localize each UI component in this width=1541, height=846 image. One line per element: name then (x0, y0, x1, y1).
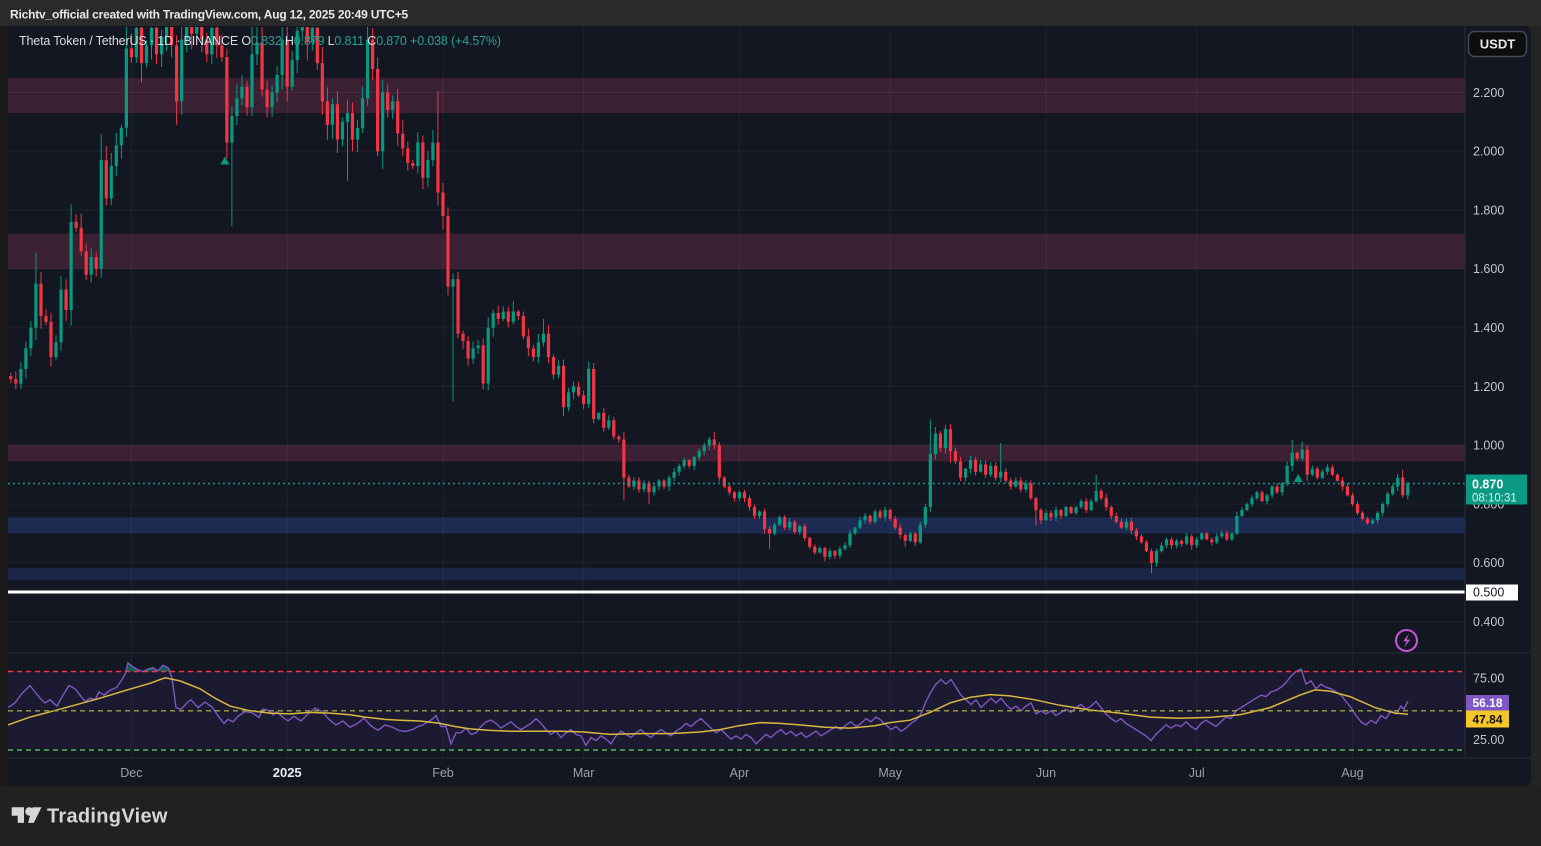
svg-text:1.400: 1.400 (1473, 321, 1504, 335)
svg-text:1.800: 1.800 (1473, 203, 1504, 217)
svg-text:USDT: USDT (1480, 37, 1515, 52)
svg-text:2.200: 2.200 (1473, 86, 1504, 100)
svg-text:0.600: 0.600 (1473, 556, 1504, 570)
svg-text:Mar: Mar (573, 766, 595, 780)
svg-text:Apr: Apr (730, 766, 749, 780)
svg-text:Aug: Aug (1341, 766, 1363, 780)
svg-text:47.84: 47.84 (1473, 713, 1503, 727)
svg-text:1.000: 1.000 (1473, 439, 1504, 453)
svg-text:Jun: Jun (1036, 766, 1056, 780)
svg-text:0.870: 0.870 (1472, 478, 1503, 492)
svg-text:75.00: 75.00 (1473, 671, 1504, 685)
svg-text:0.400: 0.400 (1473, 615, 1504, 629)
svg-text:Feb: Feb (432, 766, 454, 780)
svg-text:08:10:31: 08:10:31 (1472, 493, 1517, 505)
svg-text:2025: 2025 (273, 765, 302, 780)
svg-text:0.500: 0.500 (1473, 586, 1504, 600)
svg-text:TradingView: TradingView (47, 806, 168, 828)
svg-text:May: May (878, 766, 902, 780)
svg-text:25.00: 25.00 (1473, 733, 1504, 747)
svg-text:56.18: 56.18 (1473, 696, 1503, 710)
svg-text:2.000: 2.000 (1473, 145, 1504, 159)
svg-text:Dec: Dec (120, 766, 142, 780)
svg-text:Richtv_official created with T: Richtv_official created with TradingView… (10, 8, 409, 22)
svg-text:1.600: 1.600 (1473, 262, 1504, 276)
svg-text:Theta Token / TetherUS · 1D ·: Theta Token / TetherUS · 1D · BINANCE O0… (19, 34, 501, 48)
svg-text:1.200: 1.200 (1473, 380, 1504, 394)
svg-text:Jul: Jul (1189, 766, 1205, 780)
